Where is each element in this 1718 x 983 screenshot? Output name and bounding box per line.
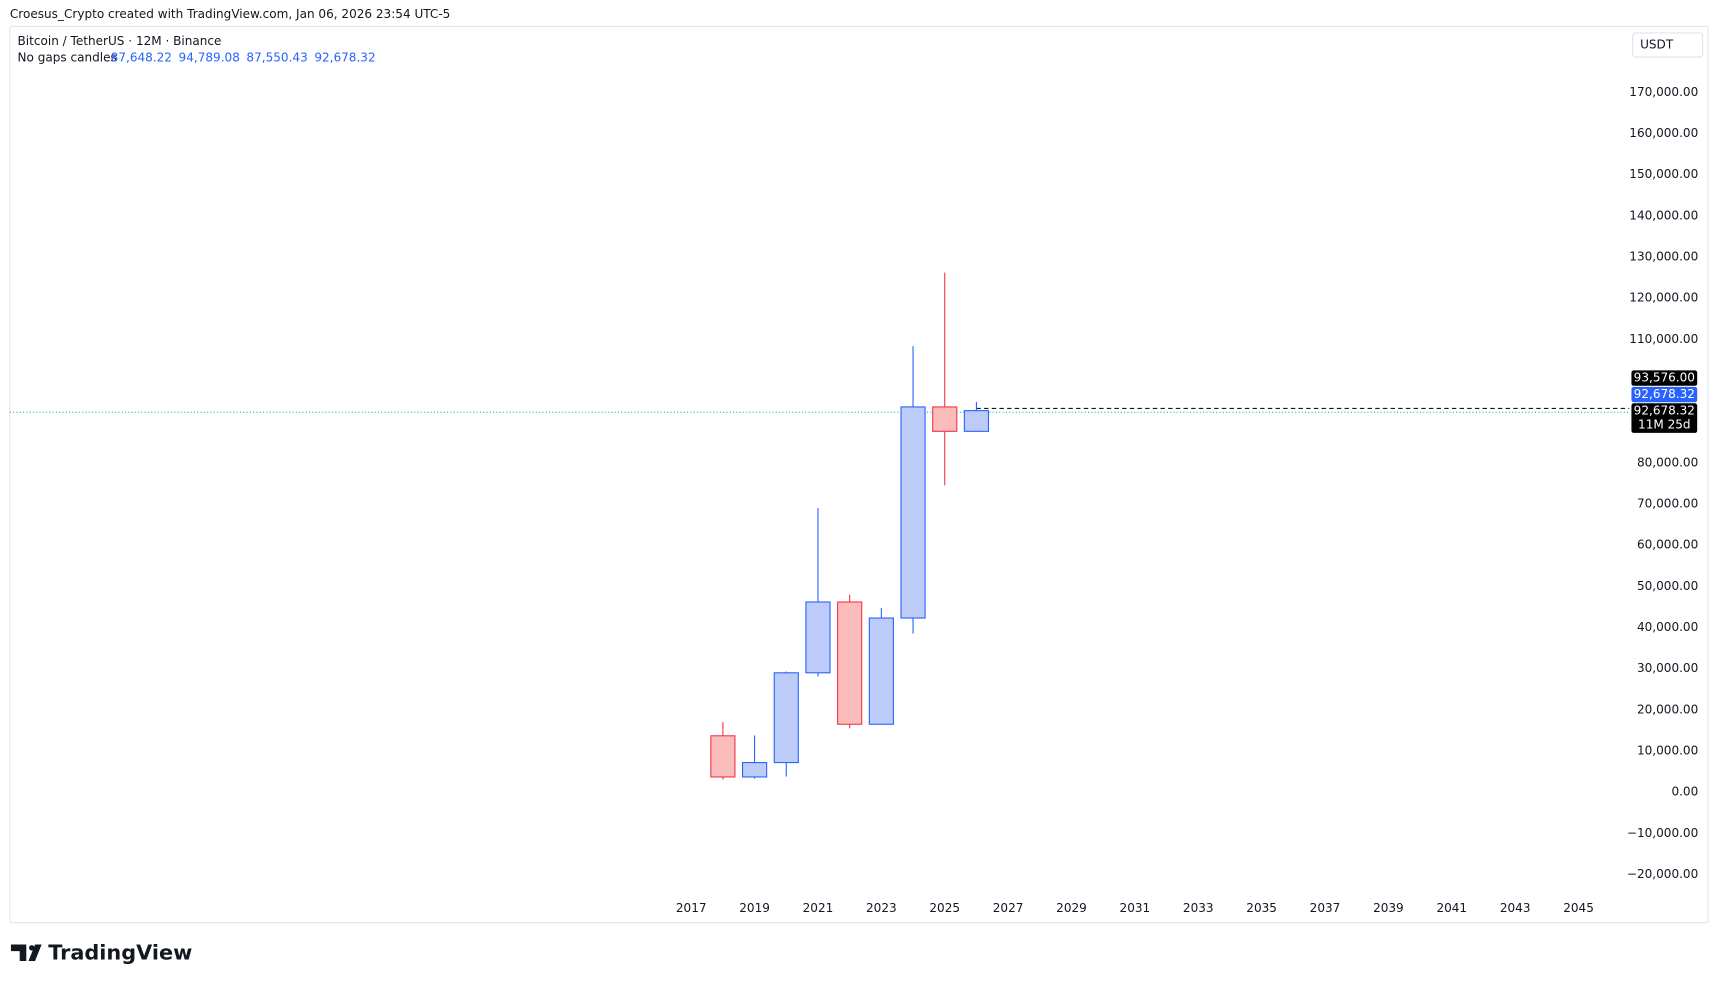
x-tick-label: 2023 bbox=[866, 901, 897, 915]
chart-frame bbox=[9, 25, 1709, 924]
currency-button[interactable] bbox=[1631, 32, 1704, 58]
candle-body bbox=[773, 672, 799, 764]
y-tick-label: 20,000.00 bbox=[1637, 702, 1698, 716]
x-tick-label: 2043 bbox=[1500, 901, 1531, 915]
x-tick-label: 2031 bbox=[1120, 901, 1151, 915]
x-tick-label: 2029 bbox=[1056, 901, 1087, 915]
candle-body bbox=[900, 406, 926, 619]
y-tick-label: 30,000.00 bbox=[1637, 661, 1698, 675]
chart-subtitle: No gaps candles bbox=[18, 51, 117, 65]
x-tick-label: 2041 bbox=[1436, 901, 1467, 915]
y-tick-label: −20,000.00 bbox=[1627, 867, 1698, 881]
x-tick-label: 2037 bbox=[1310, 901, 1341, 915]
ohlc-value: 92,678.32 bbox=[314, 51, 375, 65]
candle-body bbox=[837, 601, 863, 725]
y-tick-label: 0.00 bbox=[1671, 785, 1698, 799]
y-tick-label: 40,000.00 bbox=[1637, 620, 1698, 634]
attribution: Croesus_Crypto created with TradingView.… bbox=[10, 7, 450, 21]
x-tick-label: 2021 bbox=[803, 901, 834, 915]
ohlc-value: 94,789.08 bbox=[179, 51, 240, 65]
candle-body bbox=[710, 735, 736, 778]
y-tick-label: 50,000.00 bbox=[1637, 579, 1698, 593]
price-label-box bbox=[1631, 370, 1698, 386]
y-tick-label: 140,000.00 bbox=[1629, 208, 1698, 222]
price-label-box bbox=[1631, 403, 1698, 433]
x-tick-label: 2035 bbox=[1246, 901, 1277, 915]
candle-body bbox=[932, 406, 958, 432]
ohlc-value: 87,550.43 bbox=[246, 51, 307, 65]
x-tick-label: 2025 bbox=[929, 901, 960, 915]
y-tick-label: 10,000.00 bbox=[1637, 744, 1698, 758]
currency[interactable]: USDT bbox=[1640, 38, 1674, 52]
y-tick-label: 160,000.00 bbox=[1629, 126, 1698, 140]
price-label-box bbox=[1631, 386, 1698, 403]
candle-body bbox=[868, 617, 894, 725]
candle-body bbox=[805, 601, 831, 674]
y-tick-label: 130,000.00 bbox=[1629, 249, 1698, 263]
ohlc-value: 87,648.22 bbox=[111, 51, 172, 65]
y-tick-label: 110,000.00 bbox=[1629, 332, 1698, 346]
y-tick-label: 120,000.00 bbox=[1629, 291, 1698, 305]
y-tick-label: 60,000.00 bbox=[1637, 538, 1698, 552]
candle-body bbox=[963, 410, 990, 432]
x-tick-label: 2039 bbox=[1373, 901, 1404, 915]
x-tick-label: 2027 bbox=[993, 901, 1024, 915]
logo-text: TradingView bbox=[48, 940, 192, 964]
y-tick-label: −10,000.00 bbox=[1627, 826, 1698, 840]
x-tick-label: 2045 bbox=[1563, 901, 1594, 915]
logo: TradingView bbox=[10, 940, 192, 964]
y-tick-label: 70,000.00 bbox=[1637, 496, 1698, 510]
price-label: 92,678.32 bbox=[1634, 403, 1695, 417]
y-tick-label: 150,000.00 bbox=[1629, 167, 1698, 181]
countdown: 11M 25d bbox=[1638, 418, 1691, 432]
y-tick-label: 170,000.00 bbox=[1629, 85, 1698, 99]
price-label: 93,576.00 bbox=[1634, 371, 1695, 385]
x-tick-label: 2017 bbox=[676, 901, 707, 915]
price-label: 92,678.32 bbox=[1634, 387, 1695, 401]
y-tick-label: 80,000.00 bbox=[1637, 455, 1698, 469]
x-tick-label: 2033 bbox=[1183, 901, 1214, 915]
logo-dot bbox=[29, 945, 35, 951]
chart-title: Bitcoin / TetherUS · 12M · Binance bbox=[18, 34, 222, 48]
candle-body bbox=[741, 762, 768, 778]
x-tick-label: 2019 bbox=[739, 901, 770, 915]
